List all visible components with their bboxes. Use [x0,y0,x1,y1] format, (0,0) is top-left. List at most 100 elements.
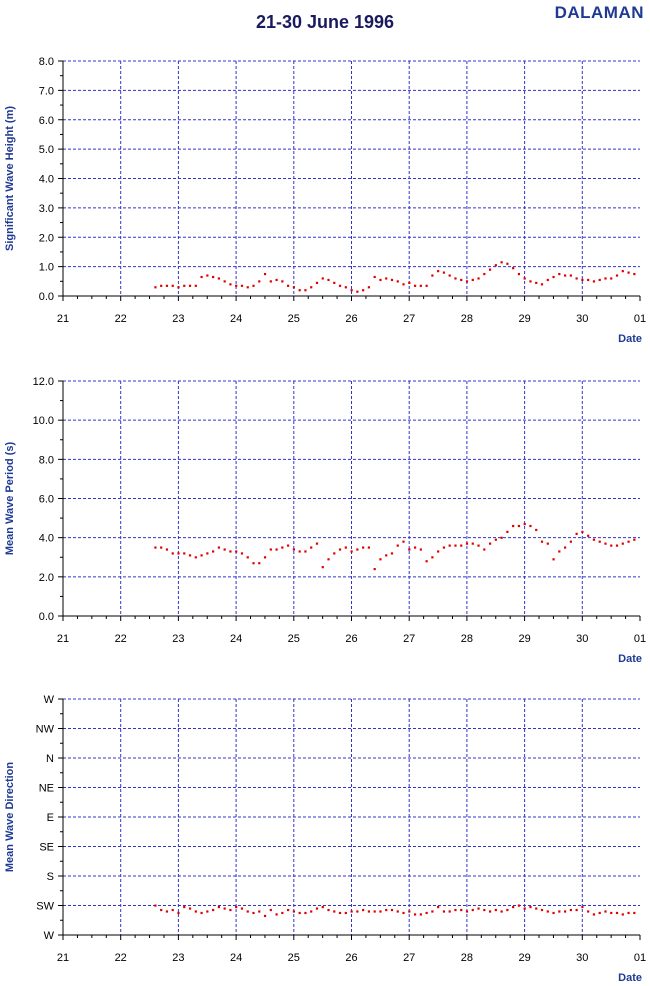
data-point [587,910,590,913]
data-point [223,907,226,910]
data-point [373,910,376,913]
data-point [390,552,394,555]
data-point [512,267,515,270]
x-tick-label: 25 [288,952,300,964]
y-tick-label: E [47,812,54,824]
x-tick-label: 25 [288,313,300,325]
data-point [333,552,336,555]
data-point [350,550,353,553]
data-point [460,278,463,282]
data-point [465,280,469,283]
data-point [627,271,630,274]
data-point [275,913,278,916]
data-point [563,546,567,549]
data-point [183,905,186,909]
x-tick-label: 22 [115,952,127,964]
x-tick-label: 30 [576,952,588,964]
data-point [350,910,353,913]
chart-title: 21-30 June 1996 [255,12,395,32]
data-point [587,534,590,537]
y-tick-label: 4.0 [39,174,54,186]
data-point [373,568,376,571]
data-point [177,286,180,289]
data-point [362,908,365,912]
x-axis-title: Date [618,653,642,665]
data-point [373,275,376,279]
x-tick-label: 28 [461,633,473,645]
data-point [362,289,365,292]
data-point [240,552,244,555]
y-tick-label: NW [36,724,55,736]
x-tick-label: 28 [461,952,473,964]
y-tick-label: 8.0 [39,454,54,466]
y-tick-label: 0.0 [39,291,54,303]
y-tick-label: 10.0 [33,415,54,427]
data-point [200,275,203,279]
data-point [206,274,209,277]
data-point [165,284,169,287]
data-point [413,913,417,916]
data-point [212,908,215,912]
data-point [385,554,388,557]
data-point [610,911,613,915]
data-point [610,277,613,280]
data-point [425,560,428,563]
data-point [315,542,319,545]
data-point [327,908,330,912]
data-point [529,524,532,528]
x-tick-label: 22 [115,633,127,645]
data-point [321,566,324,569]
data-point [292,286,295,289]
data-point [633,272,636,276]
data-point [171,552,174,555]
data-point [477,277,480,280]
x-tick-label: 24 [230,952,242,964]
data-point [431,910,434,913]
data-point [402,540,405,543]
data-point [500,536,503,539]
data-point [552,911,555,915]
data-point [413,284,417,287]
data-point [558,550,561,553]
data-point [506,530,509,533]
data-point [183,552,186,555]
data-point [437,550,440,553]
y-tick-label: N [46,753,54,765]
data-point [310,910,313,913]
x-tick-label: 26 [345,952,357,964]
data-point [212,275,215,279]
data-point [304,289,307,292]
data-point [390,278,394,282]
data-point [477,907,480,910]
x-tick-label: 26 [345,633,357,645]
data-point [529,905,532,909]
data-point [252,562,255,565]
data-point [563,274,567,277]
data-point [327,278,330,282]
data-point [408,548,411,551]
data-point [298,550,301,553]
data-point [223,280,226,283]
data-point [621,913,624,916]
station-name: DALAMAN [554,3,644,22]
data-point [408,281,411,284]
data-point [552,275,555,279]
data-point [575,277,578,280]
y-tick-label: 3.0 [39,203,54,215]
x-tick-label: 23 [172,952,184,964]
data-point [563,910,567,913]
data-point [344,286,347,289]
x-tick-label: 27 [403,313,415,325]
x-axis-title: Date [618,333,642,345]
data-point [194,284,197,287]
chart-panel-3: 21 22 23 24 25 26 27 28 29 30 01 W SW S SE E NE N NW W Mean … [4,694,646,984]
data-point [581,278,584,282]
data-point [275,548,278,551]
data-point [177,911,180,915]
data-point [437,270,440,273]
data-point [160,284,163,287]
data-point [483,272,486,276]
data-point [494,264,497,267]
data-point [488,542,492,545]
data-point [356,290,359,293]
